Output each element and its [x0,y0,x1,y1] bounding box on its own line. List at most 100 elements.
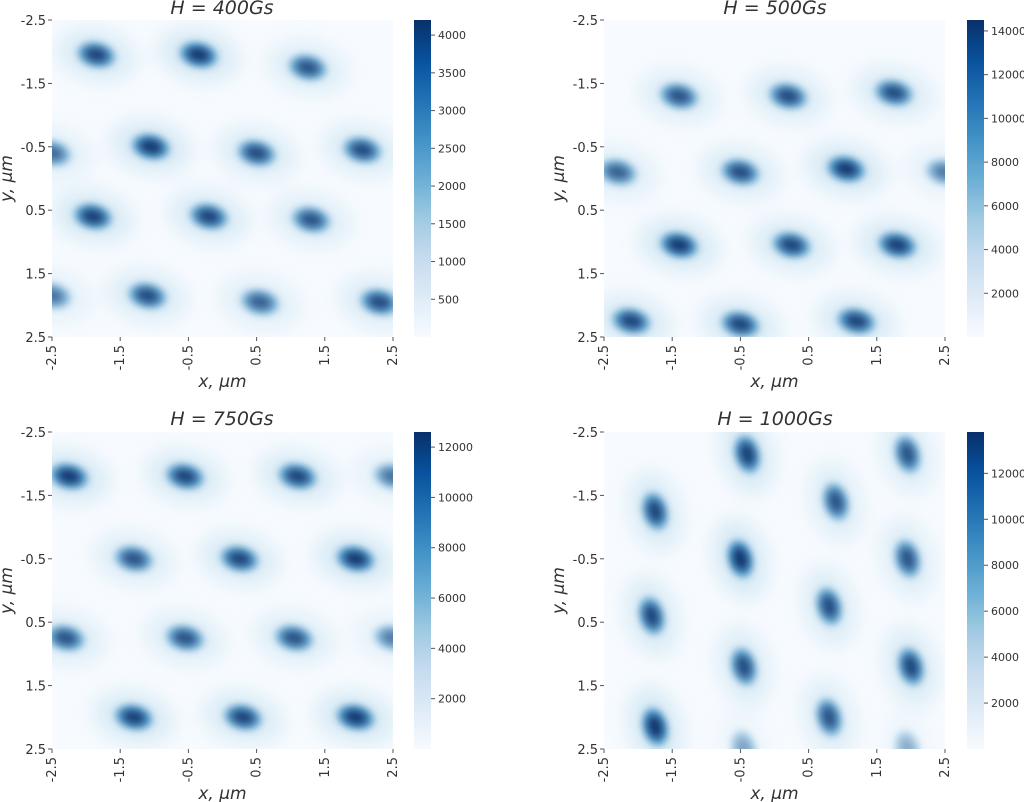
vortex-spot [55,27,138,83]
vortex-halo [351,449,393,504]
vortex-core [173,630,197,646]
vortex-spot [712,517,769,600]
vortex-core [231,709,255,725]
x-tick-label: 0.5 [802,345,817,366]
vortex-spot [52,189,135,244]
colorbar-tick-label: 4000 [991,244,1019,257]
vortex-core [52,145,64,161]
vortex-spot [750,217,833,273]
vortex-core [882,85,906,101]
vortex-core [903,655,919,679]
vortex-core [619,313,643,329]
y-tick-label: -1.5 [21,77,46,92]
x-tick-label: -0.5 [733,757,748,782]
vortex-core [828,490,844,514]
colorbar-tick-label: 6000 [991,605,1019,618]
vortex-core [885,237,909,253]
x-tick-label: -2.5 [597,345,612,370]
vortex-halo [52,268,94,324]
vortex-halo [879,708,936,749]
vortex-core [667,88,691,104]
colorbar [967,432,984,749]
colorbar-tick-label: 3500 [438,67,466,80]
x-axis-label: x, μm [197,372,246,392]
vortex-spot [256,449,339,504]
vortex-core [248,294,272,310]
colorbar-tick-label: 10000 [438,491,473,504]
vortex-core [197,208,221,225]
vortex-core [899,442,916,466]
colorbar-tick-label: 10000 [991,112,1024,125]
panel-title: H = 750Gs [170,408,273,430]
panel-title: H = 500Gs [723,0,826,19]
colorbar-tick-label: 6000 [991,200,1019,213]
vortex-core [367,294,391,310]
colorbar-tick-label: 6000 [438,592,466,605]
panel-title: H = 400Gs [170,0,273,19]
vortex-core [139,139,163,155]
vortex-core [728,316,753,332]
vortex-core [296,59,320,76]
y-tick-label: 1.5 [25,268,46,283]
x-tick-label: 1.5 [318,345,333,366]
y-tick-label: 1.5 [577,268,598,283]
x-axis-label: x, μm [749,784,798,802]
x-tick-label: 2.5 [938,757,953,778]
y-tick-label: -0.5 [21,553,46,568]
x-tick-label: -0.5 [733,345,748,370]
y-axis-label: y, μm [0,567,17,615]
x-tick-label: -0.5 [181,345,196,370]
x-tick-label: -1.5 [665,757,680,782]
vortex-core [899,547,916,571]
y-axis-label: y, μm [549,155,569,203]
vortex-core [834,161,858,177]
x-tick-label: -1.5 [113,345,128,370]
vortex-spot [801,565,857,648]
y-tick-label: -1.5 [21,489,46,504]
colorbar-tick-label: 2000 [991,697,1019,710]
y-tick-label: 0.5 [25,204,46,219]
vortex-spot [201,690,285,745]
x-tick-label: -1.5 [113,757,128,782]
vortex-spots [52,449,393,745]
vortex-core [350,142,374,158]
y-tick-label: 2.5 [25,331,46,346]
y-tick-label: 0.5 [577,204,598,219]
y-tick-label: -1.5 [573,489,598,504]
vortex-core [736,737,752,749]
vortex-core [52,288,64,304]
vortex-ring [374,463,393,489]
vortex-spot [92,531,176,587]
vortex-core [122,551,146,567]
vortex-spots [52,27,393,330]
vortex-spot [167,189,251,244]
y-tick-label: -0.5 [21,141,46,156]
vortex-core [187,47,211,63]
y-tick-label: 1.5 [25,680,46,695]
vortex-spot [808,460,864,543]
vortex-spots [604,65,945,337]
vortex-core [821,594,837,618]
vortex-spot [879,432,936,496]
colorbar-tick-label: 2000 [991,287,1019,300]
vortex-halo [351,610,393,666]
vortex-ring [731,730,757,749]
vortex-core [732,547,749,571]
colorbar-tick-label: 14000 [991,25,1024,38]
vortex-core [776,88,800,104]
vortex-spot [351,449,393,504]
vortex-core [54,630,78,646]
vortex-core [57,468,81,485]
colorbar-tick-label: 4000 [991,651,1019,664]
colorbar [967,20,984,337]
vortex-spot [266,40,350,95]
y-tick-label: 1.5 [577,680,598,695]
x-tick-label: 1.5 [318,757,333,778]
vortex-core [647,499,663,523]
vortex-core [606,164,630,180]
vortex-spot [716,625,772,708]
panel-title: H = 1000Gs [717,408,832,430]
colorbar-tick-label: 8000 [991,559,1019,572]
vortex-spot [852,65,936,121]
colorbar [414,20,431,337]
